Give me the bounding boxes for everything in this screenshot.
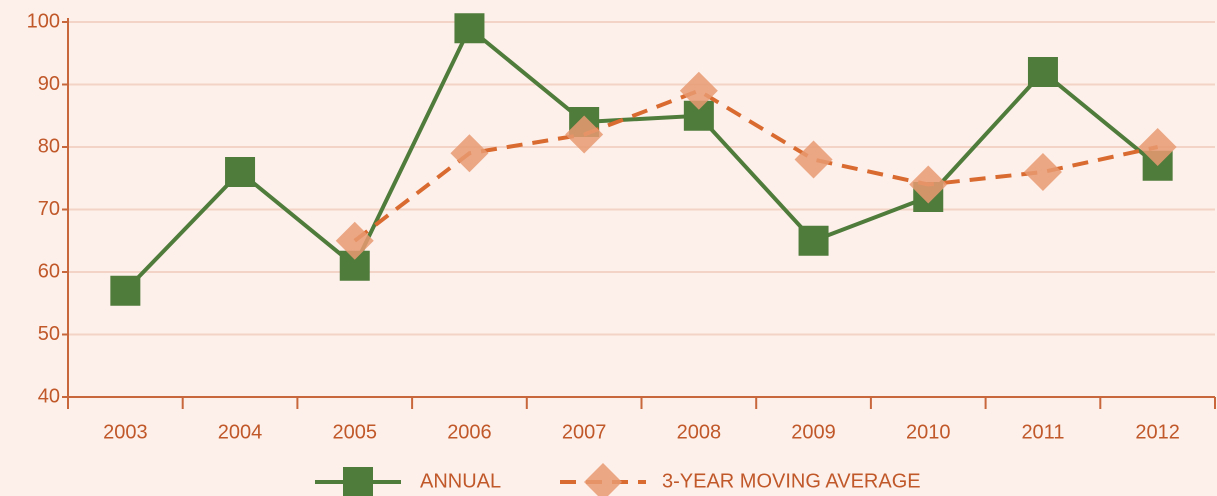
y-tick-label: 80 (38, 135, 60, 157)
data-point (679, 71, 718, 110)
data-point (1138, 128, 1177, 166)
x-tick-label: 2008 (677, 421, 722, 443)
y-tick-label: 40 (38, 385, 60, 407)
data-point (794, 140, 833, 179)
y-tick-label: 70 (38, 198, 60, 220)
legend-label: ANNUAL (420, 470, 501, 492)
y-tick-label: 100 (27, 10, 60, 32)
y-tick-label: 90 (38, 73, 60, 95)
x-tick-label: 2004 (218, 421, 263, 443)
x-tick-label: 2012 (1135, 421, 1180, 443)
data-point (565, 115, 604, 154)
series-line (123, 25, 1159, 293)
data-point (909, 165, 948, 204)
data-point (110, 275, 141, 306)
data-point (454, 13, 485, 44)
data-point (798, 225, 829, 256)
x-tick-label: 2005 (333, 421, 378, 443)
x-tick-label: 2003 (103, 421, 148, 443)
x-tick-label: 2007 (562, 421, 607, 443)
y-tick-label: 60 (38, 260, 60, 282)
x-tick-label: 2009 (791, 421, 836, 443)
data-point (335, 221, 374, 260)
y-tick-label: 50 (38, 323, 60, 345)
x-tick-label: 2006 (447, 421, 492, 443)
data-point (450, 134, 489, 173)
x-tick-label: 2011 (1021, 421, 1064, 443)
x-tick-label: 2010 (906, 421, 951, 443)
data-point (1027, 57, 1058, 87)
legend-marker (343, 467, 373, 496)
data-point (225, 157, 256, 187)
legend-marker (584, 463, 622, 496)
data-point (1023, 153, 1062, 191)
series-line (353, 88, 1159, 243)
legend-label: 3-YEAR MOVING AVERAGE (662, 470, 921, 492)
